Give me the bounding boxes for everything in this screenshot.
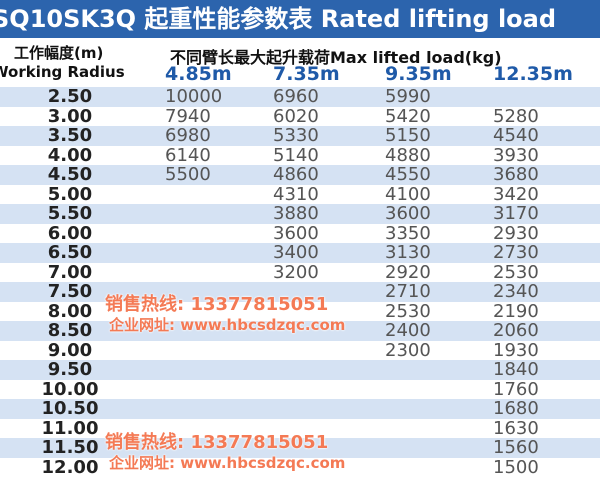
load-cell: 2190 xyxy=(493,300,539,322)
radius-cell: 3.50 xyxy=(47,125,93,146)
load-cell: 4860 xyxy=(273,164,319,185)
radius-cell: 10.50 xyxy=(41,398,99,419)
radius-label-en: Working Radius xyxy=(0,63,125,81)
row-stripe xyxy=(0,399,600,419)
load-cell: 6960 xyxy=(273,86,319,107)
load-cell: 3600 xyxy=(385,203,431,224)
load-cell: 4310 xyxy=(273,183,319,205)
radius-cell: 6.50 xyxy=(47,242,93,263)
load-cell: 3400 xyxy=(273,242,319,263)
load-cell: 2060 xyxy=(493,320,539,341)
load-cell: 2730 xyxy=(493,242,539,263)
row-stripe xyxy=(0,126,600,146)
load-cell: 2400 xyxy=(385,320,431,341)
load-cell: 2300 xyxy=(385,339,431,361)
load-cell: 1840 xyxy=(493,359,539,380)
boom-length: 12.35m xyxy=(493,63,573,85)
load-cell: 1760 xyxy=(493,378,539,400)
load-cell: 3680 xyxy=(493,164,539,185)
row-stripe xyxy=(0,282,600,302)
load-cell: 2920 xyxy=(385,261,431,283)
row-stripe xyxy=(0,321,600,341)
load-cell: 5420 xyxy=(385,105,431,127)
title-bar: SQ10SK3Q 起重性能参数表 Rated lifting load xyxy=(0,0,600,38)
load-cell: 3930 xyxy=(493,144,539,166)
watermark-website: 企业网址: www.hbcsdzqc.com xyxy=(109,316,346,334)
load-cell: 7940 xyxy=(165,105,211,127)
load-cell: 3420 xyxy=(493,183,539,205)
radius-cell: 2.50 xyxy=(47,86,93,107)
row-stripe xyxy=(0,165,600,185)
boom-length: 4.85m xyxy=(165,63,232,85)
load-cell: 10000 xyxy=(165,86,223,107)
load-cell: 1630 xyxy=(493,417,539,439)
radius-cell: 9.50 xyxy=(47,359,93,380)
load-cell: 1500 xyxy=(493,456,539,478)
radius-cell: 10.00 xyxy=(41,378,99,400)
radius-cell: 8.50 xyxy=(47,320,93,341)
radius-cell: 11.50 xyxy=(41,437,99,458)
load-cell: 6020 xyxy=(273,105,319,127)
radius-cell: 4.00 xyxy=(47,144,93,166)
load-cell: 2530 xyxy=(493,261,539,283)
radius-label-cn: 工作幅度(m) xyxy=(14,44,104,62)
watermark-website: 企业网址: www.hbcsdzqc.com xyxy=(109,454,346,472)
row-stripe xyxy=(0,438,600,458)
watermark-hotline: 销售热线: 13377815051 xyxy=(105,294,329,315)
load-cell: 3350 xyxy=(385,222,431,244)
boom-length: 7.35m xyxy=(273,63,340,85)
load-cell: 4550 xyxy=(385,164,431,185)
load-cell: 4100 xyxy=(385,183,431,205)
row-stripe xyxy=(0,87,600,107)
radius-cell: 6.00 xyxy=(47,222,93,244)
load-cell: 6980 xyxy=(165,125,211,146)
load-cell: 1930 xyxy=(493,339,539,361)
radius-cell: 4.50 xyxy=(47,164,93,185)
watermark-hotline: 销售热线: 13377815051 xyxy=(105,432,329,453)
load-label: 不同臂长最大起升载荷Max lifted load(kg) xyxy=(170,48,502,67)
row-stripe xyxy=(0,204,600,224)
radius-cell: 3.00 xyxy=(47,105,93,127)
row-stripe xyxy=(0,243,600,263)
load-cell: 1680 xyxy=(493,398,539,419)
radius-cell: 5.50 xyxy=(47,203,93,224)
load-cell: 5280 xyxy=(493,105,539,127)
load-cell: 3880 xyxy=(273,203,319,224)
load-cell: 3170 xyxy=(493,203,539,224)
load-cell: 4880 xyxy=(385,144,431,166)
radius-cell: 8.00 xyxy=(47,300,93,322)
title: SQ10SK3Q 起重性能参数表 Rated lifting load xyxy=(0,5,557,33)
load-cell: 5150 xyxy=(385,125,431,146)
load-cell: 2710 xyxy=(385,281,431,302)
radius-cell: 12.00 xyxy=(41,456,99,478)
load-cell: 3200 xyxy=(273,261,319,283)
load-cell: 5330 xyxy=(273,125,319,146)
load-cell: 5500 xyxy=(165,164,211,185)
load-cell: 5990 xyxy=(385,86,431,107)
radius-cell: 5.00 xyxy=(47,183,93,205)
boom-length: 9.35m xyxy=(385,63,452,85)
load-cell: 6140 xyxy=(165,144,211,166)
row-stripe xyxy=(0,360,600,380)
radius-cell: 9.00 xyxy=(47,339,93,361)
load-cell: 2930 xyxy=(493,222,539,244)
load-cell: 4540 xyxy=(493,125,539,146)
load-cell: 1560 xyxy=(493,437,539,458)
radius-cell: 7.50 xyxy=(47,281,93,302)
load-cell: 2530 xyxy=(385,300,431,322)
load-cell: 3600 xyxy=(273,222,319,244)
radius-cell: 7.00 xyxy=(47,261,93,283)
radius-cell: 11.00 xyxy=(41,417,99,439)
load-cell: 2340 xyxy=(493,281,539,302)
load-cell: 3130 xyxy=(385,242,431,263)
load-cell: 5140 xyxy=(273,144,319,166)
